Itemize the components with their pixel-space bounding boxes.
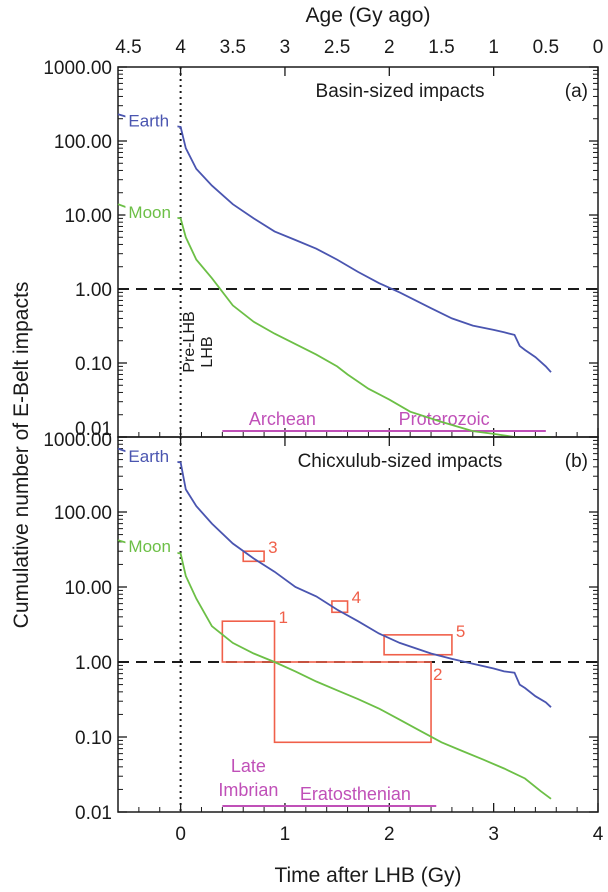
x-tick-label: 3 bbox=[488, 824, 499, 845]
panel-chicxulub-sized: 1000.00 100.00 10.00 1.00 0.10 0.01 0 1 2 3 4 Late I… bbox=[43, 430, 603, 845]
panel-label: (a) bbox=[565, 81, 588, 102]
x-tick-label: 1 bbox=[280, 824, 291, 845]
top-tick-label: 0.5 bbox=[533, 37, 559, 58]
series-label: Earth bbox=[128, 111, 169, 130]
series-line-earth bbox=[117, 113, 552, 373]
top-tick-label: 1.5 bbox=[428, 37, 454, 58]
top-tick-label: 4 bbox=[175, 37, 186, 58]
era-label: Late bbox=[231, 756, 266, 776]
series-label: Moon bbox=[128, 537, 171, 556]
series-label: Moon bbox=[128, 203, 171, 222]
x-tick-label: 4 bbox=[593, 824, 604, 845]
top-tick-label: 3.5 bbox=[220, 37, 246, 58]
y-tick-label: 0.01 bbox=[75, 803, 112, 824]
panel-label: (b) bbox=[565, 451, 588, 472]
box-label: 3 bbox=[268, 538, 277, 557]
y-tick-label: 1.00 bbox=[75, 280, 112, 301]
era-label: Imbrian bbox=[218, 780, 278, 800]
plot-frame-b bbox=[117, 436, 599, 813]
bottom-axis-label: Time after LHB (Gy) bbox=[274, 864, 461, 887]
era-label: Archean bbox=[249, 409, 316, 429]
x-tick-label: 2 bbox=[384, 824, 395, 845]
series-line-moon bbox=[117, 539, 552, 800]
top-tick-label: 2.5 bbox=[324, 37, 350, 58]
y-tick-label: 0.10 bbox=[75, 728, 112, 749]
top-tick-label: 0 bbox=[593, 37, 604, 58]
series-label-bg bbox=[125, 536, 178, 557]
top-tick-label: 3 bbox=[280, 37, 291, 58]
y-tick-label: 10.00 bbox=[64, 206, 112, 227]
y-tick-label: 100.00 bbox=[54, 503, 112, 524]
y-tick-label: 0.10 bbox=[75, 354, 112, 375]
y-tick-label: 1000.00 bbox=[43, 430, 112, 451]
series-label-bg bbox=[125, 201, 178, 222]
lhb-label: LHB bbox=[199, 336, 216, 367]
era-label: Proterozoic bbox=[399, 409, 490, 429]
top-tick-label: 1 bbox=[488, 37, 499, 58]
top-tick-label: 2 bbox=[384, 37, 395, 58]
top-tick-label: 4.5 bbox=[115, 37, 141, 58]
box-label: 4 bbox=[352, 588, 361, 607]
y-tick-label: 10.00 bbox=[64, 578, 112, 599]
y-tick-label: 100.00 bbox=[54, 132, 112, 153]
box-label: 1 bbox=[279, 608, 288, 627]
box-label: 2 bbox=[433, 665, 442, 684]
y-axis-label: Cumulative number of E-Belt impacts bbox=[10, 282, 33, 629]
box-2 bbox=[273, 661, 432, 744]
y-tick-label: 1.00 bbox=[75, 653, 112, 674]
panel-title: Chicxulub-sized impacts bbox=[298, 451, 503, 472]
panel-title: Basin-sized impacts bbox=[316, 81, 485, 102]
x-tick-label: 0 bbox=[175, 824, 186, 845]
series-line-moon bbox=[117, 203, 551, 438]
box-1 bbox=[221, 620, 276, 663]
box-5 bbox=[383, 634, 453, 656]
panel-basin-sized: 1000.00 100.00 10.00 1.00 0.10 0.01 4.5 4 3.5 3 2.… bbox=[43, 37, 603, 440]
top-axis-label: Age (Gy ago) bbox=[306, 4, 431, 27]
box-label: 5 bbox=[456, 622, 465, 641]
series-line-earth bbox=[117, 447, 552, 708]
series-label-bg bbox=[125, 445, 178, 466]
series-label: Earth bbox=[128, 447, 169, 466]
y-tick-label: 1000.00 bbox=[43, 58, 112, 79]
series-label-bg bbox=[125, 110, 178, 131]
era-label: Eratosthenian bbox=[300, 784, 411, 804]
pre-lhb-label: Pre-LHB bbox=[181, 311, 198, 372]
box-3 bbox=[242, 550, 265, 563]
y-tick-label: 0.01 bbox=[75, 419, 112, 440]
